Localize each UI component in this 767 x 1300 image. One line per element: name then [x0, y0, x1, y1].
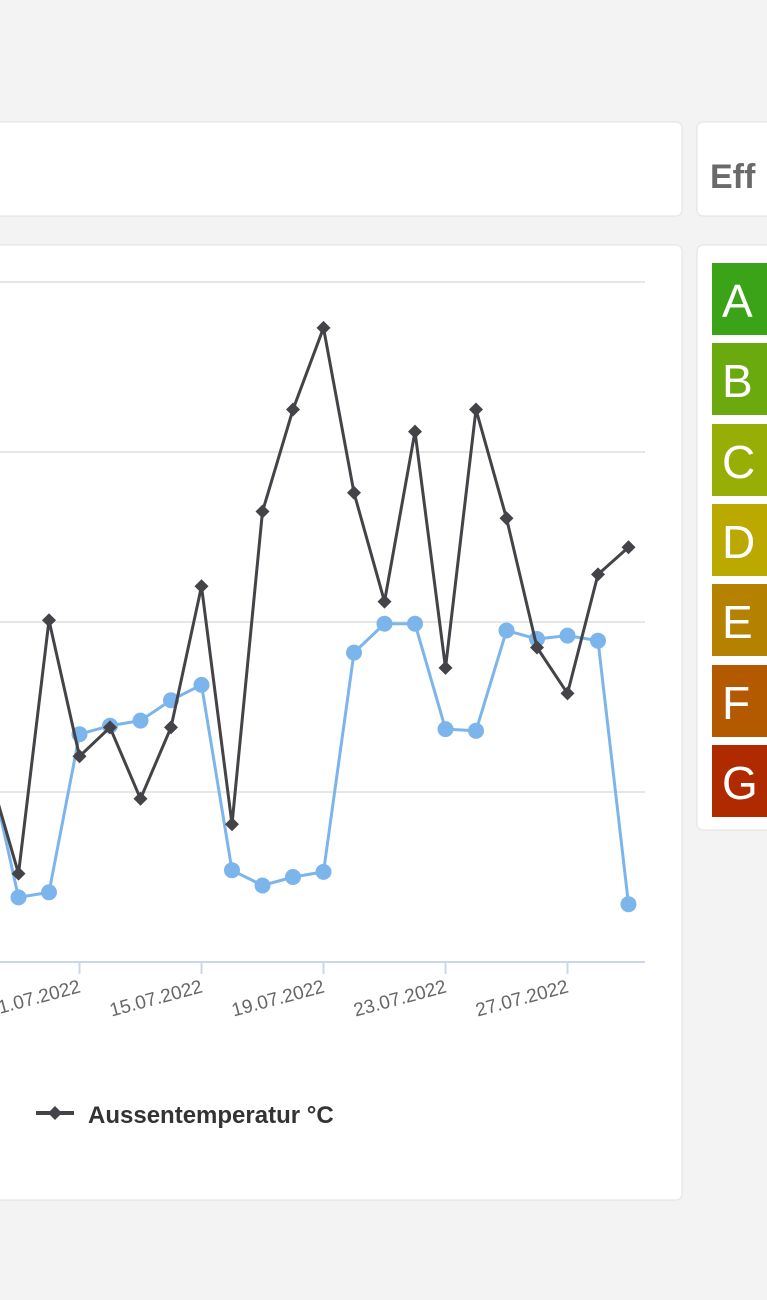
point: [408, 424, 422, 439]
energy-class-bar: [712, 504, 767, 576]
point: [591, 567, 605, 582]
point: [133, 791, 148, 806]
point: [225, 817, 239, 832]
point: [376, 615, 393, 632]
point: [560, 686, 575, 701]
energy-class-bar: [712, 745, 767, 817]
point: [621, 540, 636, 555]
point: [224, 862, 240, 879]
point: [254, 877, 271, 894]
energy-class-label: G: [722, 757, 758, 809]
energy-class-label: C: [722, 436, 755, 488]
point: [469, 402, 483, 417]
legend-label: Aussentemperatur °C: [88, 1102, 334, 1129]
point: [347, 485, 361, 500]
point: [315, 863, 332, 880]
point: [559, 627, 576, 644]
point: [346, 644, 362, 661]
side-header-panel: [696, 121, 767, 217]
point: [499, 511, 514, 526]
point: [286, 402, 300, 417]
point: [103, 720, 117, 735]
energy-class-label: F: [722, 677, 750, 729]
point: [285, 869, 301, 885]
point: [590, 632, 606, 649]
point: [620, 896, 637, 913]
series-line: [0, 622, 630, 905]
energy-class-label: D: [722, 516, 755, 568]
point: [72, 749, 87, 764]
side-title: Eff: [710, 158, 756, 196]
energy-class-bar: [712, 584, 767, 656]
legend-symbol: [48, 1106, 62, 1120]
energy-class-label: E: [722, 596, 753, 648]
energy-class-bar: [712, 665, 767, 737]
point: [377, 594, 392, 609]
point: [407, 615, 423, 632]
point: [11, 866, 26, 881]
energy-class-label: A: [722, 275, 753, 327]
point: [316, 320, 331, 335]
point: [438, 660, 453, 675]
point: [132, 712, 149, 729]
point: [42, 613, 56, 628]
point: [437, 721, 454, 738]
chart-panel: [0, 244, 683, 1201]
point: [255, 504, 270, 519]
header-panel: [0, 121, 683, 217]
energy-class-label: B: [722, 355, 753, 407]
point: [194, 579, 209, 594]
point: [193, 676, 210, 693]
point: [530, 640, 544, 655]
point: [41, 884, 57, 901]
point: [10, 889, 27, 906]
point: [468, 722, 484, 739]
point: [498, 622, 515, 639]
series-line: [0, 322, 630, 875]
point: [164, 720, 178, 735]
energy-class-bar: [712, 263, 767, 335]
energy-class-bar: [712, 424, 767, 496]
energy-class-bar: [712, 343, 767, 415]
